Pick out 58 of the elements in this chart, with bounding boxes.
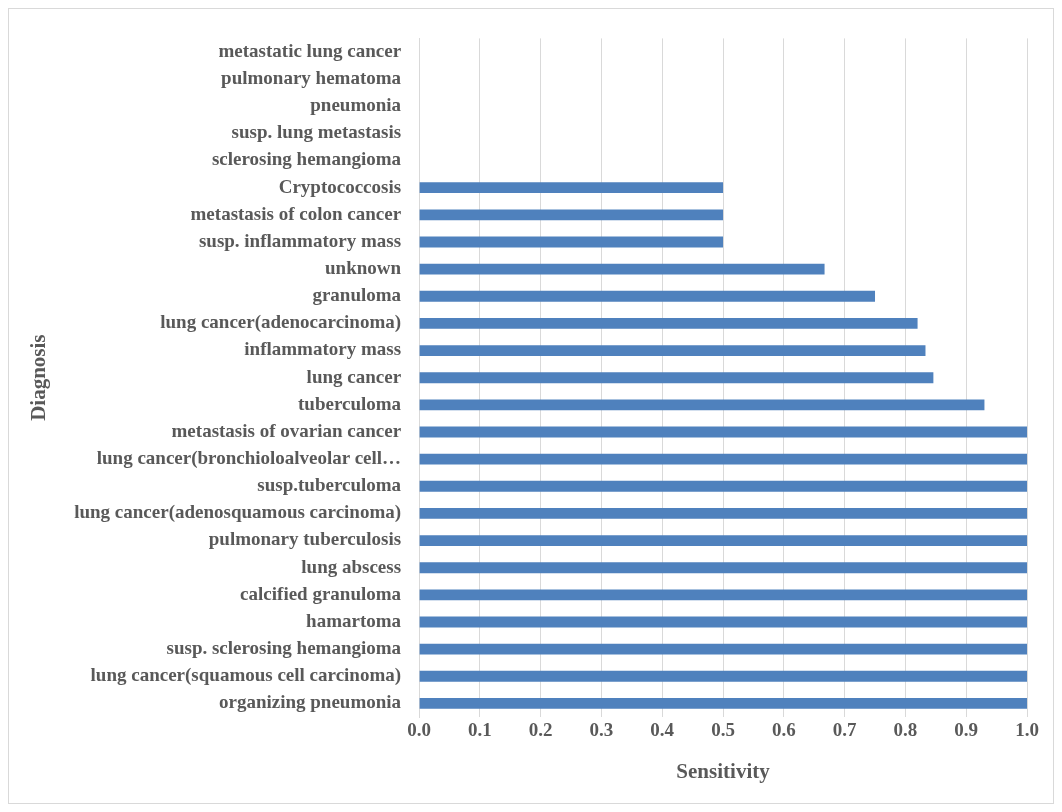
y-tick-label: inflammatory mass [244, 338, 402, 360]
x-tick-label: 0.6 [771, 719, 796, 741]
y-tick-label: sclerosing hemangioma [211, 148, 402, 170]
x-tick-label: 0.9 [954, 719, 979, 741]
bar [419, 670, 1027, 682]
bar [419, 589, 1027, 601]
bar [419, 182, 724, 194]
bar [419, 209, 724, 221]
x-tick-label: 1.0 [1015, 719, 1039, 741]
y-tick-label: lung abscess [301, 555, 402, 577]
x-tick-label: 0.5 [711, 719, 735, 741]
x-tick-label: 0.7 [832, 719, 857, 741]
y-tick-label: metastatic lung cancer [218, 39, 402, 61]
x-tick-label: 0.8 [893, 719, 918, 741]
y-tick-label: tuberculoma [297, 392, 402, 414]
y-tick-label: Cryptococcosis [278, 175, 402, 197]
y-axis-title: Diagnosis [26, 334, 51, 421]
bar [419, 562, 1027, 574]
y-tick-label: susp.tuberculoma [257, 474, 402, 496]
bar [419, 372, 934, 384]
y-tick-label: unknown [325, 257, 402, 279]
y-tick-label: metastasis of colon cancer [190, 202, 402, 224]
bar [419, 290, 876, 302]
y-tick-label: susp. sclerosing hemangioma [166, 637, 402, 659]
bar [419, 698, 1027, 709]
y-tick-label: lung cancer(bronchioloalveolar cell… [96, 447, 402, 470]
bar [419, 399, 985, 411]
bar [419, 453, 1027, 465]
x-tick-label: 0.2 [528, 719, 553, 741]
y-tick-label: organizing pneumonia [218, 691, 402, 713]
y-tick-label: lung cancer(adenocarcinoma) [160, 311, 402, 334]
y-tick-label: pulmonary tuberculosis [208, 528, 402, 550]
y-tick-label: lung cancer [306, 365, 402, 387]
bar [419, 236, 724, 248]
y-tick-label: pulmonary hematoma [221, 67, 402, 89]
x-tick-label: 0.1 [468, 719, 492, 741]
x-axis-title: Sensitivity [676, 758, 771, 783]
x-tick-label: 0.3 [589, 719, 614, 741]
y-tick-label: susp. inflammatory mass [198, 229, 402, 251]
y-tick-label: pneumonia [310, 94, 402, 116]
bar [419, 507, 1027, 519]
bar [419, 345, 926, 356]
bar [419, 643, 1027, 655]
y-tick-label: calcified granuloma [240, 582, 402, 604]
y-tick-label: susp. lung metastasis [231, 121, 402, 143]
y-tick-label: hamartoma [306, 609, 402, 631]
bar [419, 616, 1027, 628]
y-tick-label: metastasis of ovarian cancer [171, 419, 402, 441]
x-tick-label: 0.4 [650, 719, 675, 741]
bar [419, 263, 825, 275]
y-tick-label: lung cancer(squamous cell carcinoma) [90, 664, 402, 687]
bar [419, 426, 1027, 438]
bar [419, 317, 918, 329]
x-tick-label: 0.0 [407, 719, 431, 741]
y-tick-label: granuloma [312, 284, 402, 306]
bar [419, 535, 1027, 546]
bar [419, 480, 1027, 492]
y-tick-label: lung cancer(adenosquamous carcinoma) [74, 501, 402, 524]
